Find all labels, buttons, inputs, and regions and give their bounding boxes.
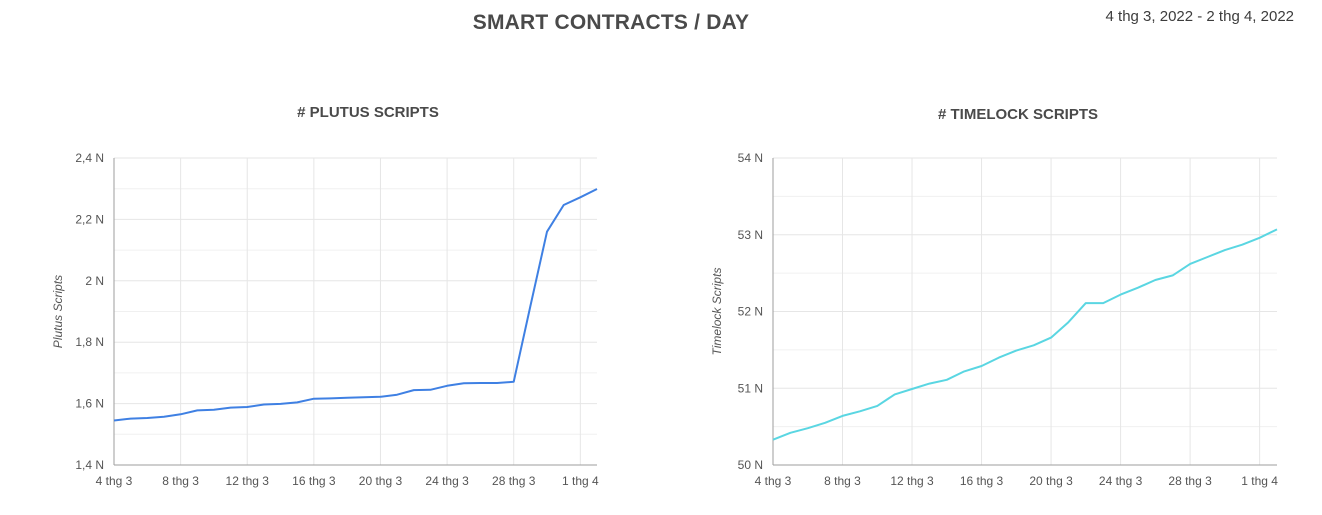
timelock-data-point <box>823 421 827 425</box>
plutus-x-tick-label: 20 thg 3 <box>359 474 403 488</box>
timelock-x-tick-label: 24 thg 3 <box>1099 474 1143 488</box>
timelock-x-tick-label: 1 thg 4 <box>1241 474 1278 488</box>
plutus-y-tick-label: 1,6 N <box>75 397 104 411</box>
plutus-x-tick-label: 24 thg 3 <box>425 474 469 488</box>
plutus-x-tick-label: 16 thg 3 <box>292 474 336 488</box>
timelock-data-point <box>1206 255 1210 259</box>
timelock-data-point <box>1084 301 1088 305</box>
timelock-data-point <box>1066 320 1070 324</box>
timelock-data-point <box>1049 336 1053 340</box>
timelock-data-point <box>1258 236 1262 240</box>
plutus-y-axis-title: Plutus Scripts <box>51 275 65 348</box>
timelock-series-line <box>772 228 1278 441</box>
timelock-y-axis-title: Timelock Scripts <box>710 268 724 356</box>
timelock-y-tick-label: 53 N <box>738 228 763 242</box>
timelock-data-point <box>1223 248 1227 252</box>
timelock-data-point <box>806 426 810 430</box>
timelock-data-point <box>1119 293 1123 297</box>
timelock-chart-title: # TIMELOCK SCRIPTS <box>937 106 1098 123</box>
timelock-data-point <box>980 364 984 368</box>
plutus-y-tick-label: 2,4 N <box>75 151 104 165</box>
date-range-picker[interactable]: 4 thg 3, 2022 - 2 thg 4, 2022 <box>1105 8 1294 25</box>
timelock-data-point <box>841 414 845 418</box>
timelock-data-point <box>1171 273 1175 277</box>
plutus-y-tick-label: 2,2 N <box>75 212 104 226</box>
plutus-y-tick-label: 1,8 N <box>75 335 104 349</box>
timelock-x-tick-label: 4 thg 3 <box>755 474 792 488</box>
timelock-data-point <box>788 431 792 435</box>
timelock-y-tick-label: 51 N <box>738 381 763 395</box>
timelock-data-point <box>1101 301 1105 305</box>
plutus-y-tick-label: 2 N <box>85 274 104 288</box>
plutus-chart-title: # PLUTUS SCRIPTS <box>297 104 439 121</box>
timelock-data-point <box>962 369 966 373</box>
page-title: SMART CONTRACTS / DAY <box>472 11 750 34</box>
timelock-data-point <box>1136 286 1140 290</box>
plutus-scripts-chart: 1,4 N 1,6 N 1,8 N 2 N 2,2 N 2,4 N 4 thg 3 8 thg… <box>51 151 599 488</box>
plutus-x-tick-label: 4 thg 3 <box>96 474 133 488</box>
timelock-x-tick-label: 12 thg 3 <box>890 474 934 488</box>
timelock-data-point <box>910 387 914 391</box>
timelock-data-point <box>875 404 879 408</box>
timelock-data-point <box>927 382 931 386</box>
timelock-x-tick-label: 28 thg 3 <box>1168 474 1212 488</box>
timelock-y-tick-label: 52 N <box>738 305 763 319</box>
timelock-data-point <box>858 409 862 413</box>
timelock-y-tick-label: 54 N <box>738 151 763 165</box>
timelock-x-tick-label: 16 thg 3 <box>960 474 1004 488</box>
plutus-x-tick-label: 12 thg 3 <box>226 474 270 488</box>
timelock-data-point <box>893 392 897 396</box>
timelock-data-point <box>1153 278 1157 282</box>
timelock-x-tick-label: 8 thg 3 <box>824 474 861 488</box>
timelock-data-point <box>1188 262 1192 266</box>
timelock-data-point <box>771 438 775 442</box>
plutus-series-line <box>113 188 598 422</box>
plutus-y-tick-label: 1,4 N <box>75 458 104 472</box>
timelock-data-point <box>997 356 1001 360</box>
plutus-x-tick-label: 28 thg 3 <box>492 474 536 488</box>
timelock-data-point <box>945 378 949 382</box>
timelock-data-point <box>1032 343 1036 347</box>
timelock-data-point <box>1240 243 1244 247</box>
timelock-gridlines <box>773 157 1277 465</box>
plutus-x-tick-label: 1 thg 4 <box>562 474 599 488</box>
timelock-x-tick-label: 20 thg 3 <box>1029 474 1073 488</box>
timelock-y-tick-label: 50 N <box>738 458 763 472</box>
timelock-data-point <box>1014 349 1018 353</box>
plutus-x-tick-label: 8 thg 3 <box>162 474 199 488</box>
timelock-data-point <box>1275 227 1279 231</box>
